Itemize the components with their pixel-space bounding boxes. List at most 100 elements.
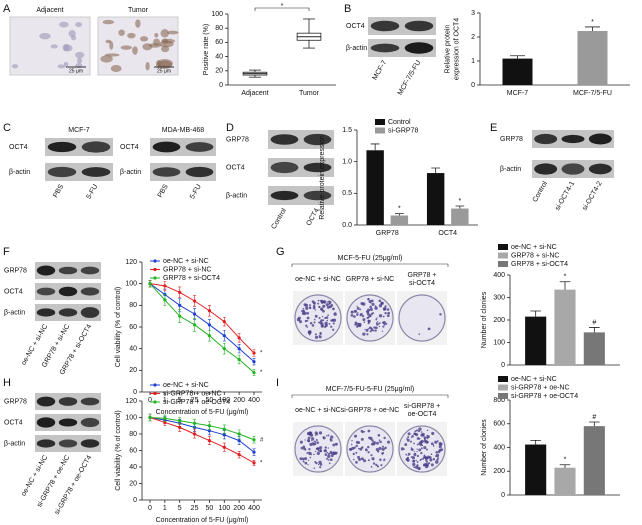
colony — [297, 316, 301, 320]
legend-marker — [153, 383, 157, 387]
colony — [369, 315, 372, 317]
colony — [386, 440, 391, 444]
point — [237, 453, 241, 457]
colony — [368, 299, 372, 304]
colony — [350, 443, 353, 446]
legend-label: oe-NC + si-NC — [511, 376, 557, 383]
legend-label: oe-NC + si-NC — [511, 244, 557, 251]
colony — [315, 461, 318, 465]
legend-swatch — [375, 119, 385, 125]
line — [149, 283, 255, 373]
colony — [361, 315, 365, 318]
bar — [583, 332, 605, 365]
significance-bracket — [254, 7, 310, 11]
blot-row-label: OCT4 — [9, 144, 28, 151]
colony — [332, 322, 335, 325]
point — [178, 425, 182, 429]
colony — [373, 329, 375, 332]
legend-label: si-GRP78 + oe-OCT4 — [163, 399, 230, 406]
colony — [302, 460, 305, 463]
colony — [371, 302, 375, 306]
colony — [316, 451, 320, 456]
colony — [370, 454, 373, 457]
y-tick-label: 60 — [129, 447, 137, 454]
colony — [325, 303, 329, 307]
colony — [386, 308, 390, 311]
lane-label: PBS — [52, 183, 65, 199]
tissue-spot — [109, 41, 114, 50]
colony — [330, 304, 334, 307]
point — [222, 445, 226, 449]
y-tick-label: 0 — [501, 362, 505, 369]
legend-marker — [153, 276, 157, 280]
colony — [425, 448, 429, 451]
colony — [318, 306, 321, 309]
plate — [294, 294, 342, 342]
colony — [299, 457, 303, 461]
blot-row-label: OCT4 — [4, 419, 23, 426]
line — [149, 417, 255, 441]
legend-label: GRP78 + si-OCT4 — [163, 275, 220, 282]
colony — [308, 447, 311, 451]
colony — [437, 457, 439, 459]
colony — [413, 442, 415, 445]
bar-annotation: * — [564, 457, 567, 464]
panel-letter: I — [276, 377, 279, 389]
blot-band — [58, 286, 78, 297]
colony — [376, 465, 380, 468]
colony — [365, 448, 367, 450]
colony — [314, 450, 317, 453]
colony — [425, 440, 429, 444]
colony — [352, 452, 355, 456]
colony — [312, 304, 316, 308]
error-bar — [370, 143, 380, 151]
colony — [367, 316, 370, 318]
colony — [319, 449, 323, 453]
colony — [309, 442, 313, 447]
legend-label: GRP78 + si-NC — [511, 252, 559, 259]
colony — [323, 449, 327, 453]
y-tick-label: 800 — [493, 397, 505, 404]
colony — [326, 319, 329, 322]
colony — [381, 330, 384, 332]
colony — [326, 457, 329, 460]
y-axis-label: Number of clonies — [481, 291, 488, 348]
bar-annotation: * — [458, 198, 461, 205]
colony — [423, 446, 427, 450]
bar — [583, 426, 605, 495]
colony — [372, 441, 376, 445]
blot-band — [561, 163, 585, 175]
colony — [311, 440, 313, 442]
y-tick-label: 60 — [129, 324, 137, 331]
error-bar — [585, 26, 600, 31]
colony — [413, 466, 416, 469]
x-tick-label: Tumor — [299, 90, 320, 97]
colony — [308, 451, 312, 456]
colony — [435, 460, 439, 464]
blot-band — [534, 133, 558, 145]
colony — [318, 446, 323, 450]
colony — [311, 324, 315, 327]
colony — [322, 309, 325, 313]
tissue-spot — [39, 32, 51, 40]
colony — [381, 445, 384, 448]
x-tick-label: Adjacent — [241, 90, 268, 97]
panel-letter: D — [226, 122, 234, 134]
colony — [330, 452, 333, 455]
colony — [436, 458, 439, 461]
x-tick-label: 50 — [206, 505, 214, 512]
point — [148, 282, 152, 286]
tissue-spot — [70, 35, 77, 41]
colony — [376, 317, 378, 319]
colony — [378, 299, 382, 303]
colony — [435, 450, 438, 454]
colony — [378, 325, 381, 328]
bracket — [291, 394, 449, 398]
colony — [381, 453, 384, 456]
x-tick-label: 200 — [233, 397, 245, 404]
colony — [365, 328, 369, 332]
colony — [305, 306, 309, 310]
point — [222, 347, 226, 351]
blot-band — [588, 163, 612, 175]
colony — [309, 456, 312, 459]
